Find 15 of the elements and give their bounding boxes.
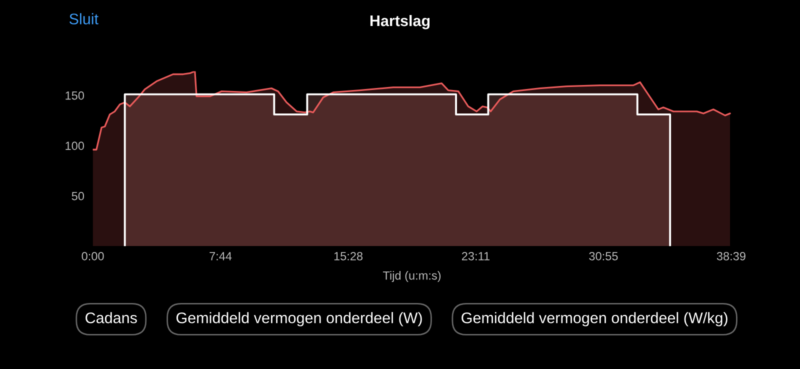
chart-title: Hartslag	[370, 14, 430, 30]
x-tick-label: 15:28	[334, 252, 363, 260]
x-tick-label: 38:39	[716, 252, 746, 260]
text: Gemiddeld vermogen onderdeel (W)	[176, 312, 422, 326]
x-tick-label: 23:11	[462, 252, 490, 260]
y-tick-label: 150	[66, 91, 84, 100]
text: Gemiddeld vermogen onderdeel (W/kg)	[462, 312, 728, 326]
y-tick-label: 50	[72, 192, 84, 200]
x-tick-label: 7:44	[210, 252, 232, 260]
text: Sluit	[69, 13, 98, 24]
x-tick-label: 0:00	[82, 252, 104, 260]
x-tick-label: 30:55	[589, 252, 618, 260]
y-tick-label: 100	[66, 142, 84, 150]
x-axis-title: Tijd (u:m:s)	[382, 271, 441, 282]
text: Cadans	[86, 312, 137, 324]
